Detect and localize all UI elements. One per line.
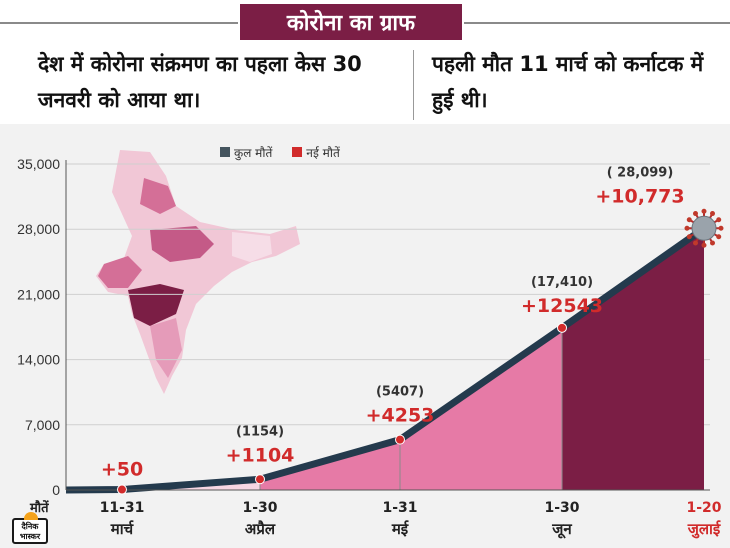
map-region [98,256,142,288]
new-deaths-label: +12543 [521,295,603,317]
x-tick-month: अप्रैल [245,520,276,538]
x-tick-range: 1-31 [382,500,417,516]
total-deaths-label: (17,410) [531,275,593,290]
brand-logo-text: दैनिक भास्कर [19,522,41,541]
y-tick-label: 0 [52,482,60,498]
legend-item-total: कुल मौतें [220,144,272,161]
x-tick-range: 1-30 [544,500,579,516]
virus-body [691,215,717,241]
chart-legend: कुल मौतें नई मौतें [220,144,340,161]
total-deaths-label: ( 28,099) [607,165,674,180]
area-segment [562,228,704,490]
virus-spike-tip [710,240,715,246]
x-tick-range: 1-20 [686,500,721,516]
x-tick-month: मई [391,520,409,538]
legend-label-new: नई मौतें [306,146,340,160]
chart-marks: +50 +1104 (1154) +4253 (5407) +12543 (17,410) +… [101,165,685,495]
virus-spike-tip [710,211,715,217]
total-deaths-label: (5407) [376,385,424,400]
legend-swatch-total [220,147,230,157]
map-region [232,232,272,262]
x-tick-range: 11-31 [100,500,145,516]
virus-spike-tip [718,225,724,231]
y-tick-label: 14,000 [17,352,60,368]
fact-first-death: पहली मौत 11 मार्च को कर्नाटक में हुई थी। [432,52,704,112]
map-region [150,318,182,378]
fact-divider [413,50,414,120]
new-deaths-label: +10,773 [595,185,684,207]
facts-panel: देश में कोरोना संक्रमण का पहला केस 30 जन… [0,46,730,122]
y-tick-label: 21,000 [17,286,60,302]
legend-label-total: कुल मौतें [234,146,273,160]
y-tick-label: 7,000 [25,417,60,433]
x-tick-range: 1-30 [242,500,277,516]
virus-icon [684,208,724,248]
map-region [150,226,214,262]
brand-logo-sun [24,512,38,520]
legend-item-new: नई मौतें [292,144,340,161]
x-tick-month: जून [551,520,572,539]
fact-first-case: देश में कोरोना संक्रमण का पहला केस 30 जन… [38,52,362,112]
chart-title-text: कोरोना का ग्राफ [286,11,416,36]
virus-spike-tip [716,217,722,223]
chart-title: कोरोना का ग्राफ [240,4,462,40]
virus-spike-tip [686,234,692,240]
area-segment [400,327,562,490]
new-deaths-label: +4253 [366,405,435,427]
title-rule-left [0,22,238,24]
india-map-illustration [96,150,300,394]
brand-logo: दैनिक भास्कर [12,512,48,544]
virus-spike-tip [716,234,722,240]
map-region [140,178,176,214]
y-tick-label: 35,000 [17,156,60,172]
virus-spike-tip [693,211,698,217]
new-deaths-label: +50 [101,459,143,481]
legend-swatch-new [292,147,303,157]
data-point [395,434,405,445]
x-tick-month: जुलाई [687,520,722,539]
data-point [117,484,127,495]
virus-spike-tip [684,225,690,231]
new-deaths-label: +1104 [226,444,295,466]
virus-spike-tip [701,208,707,214]
data-point [557,322,567,333]
virus-spike-tip [686,217,692,223]
y-tick-label: 28,000 [17,221,60,237]
virus-spike-tip [701,242,707,248]
map-outline [96,150,300,394]
x-tick-month: मार्च [110,520,135,538]
total-deaths-label: (1154) [236,424,284,439]
data-point [255,474,265,485]
virus-spike-tip [693,240,698,246]
title-rule-right [464,22,730,24]
